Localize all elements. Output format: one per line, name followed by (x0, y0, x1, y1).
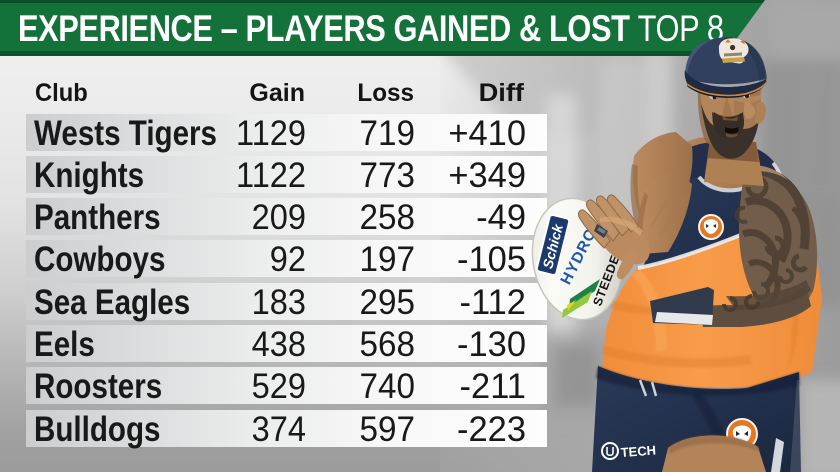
svg-text:TECH: TECH (620, 443, 656, 460)
